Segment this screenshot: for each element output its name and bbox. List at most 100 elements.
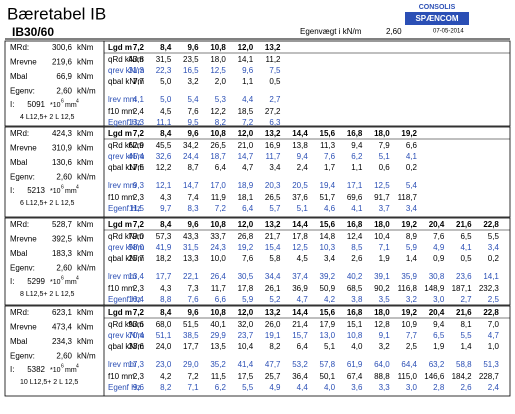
cell: 35,9 <box>401 272 417 281</box>
cell: 5,4 <box>187 95 199 104</box>
cell: 40,2 <box>347 272 363 281</box>
inertia-unit: mm <box>65 279 77 286</box>
cell: 51,7 <box>320 193 336 202</box>
cell: 7,0 <box>488 320 500 329</box>
cell: 12,5 <box>292 243 308 252</box>
cell: 2,7 <box>460 295 472 304</box>
cell: 15,4 <box>265 243 281 252</box>
prop-value: 424,3 <box>52 129 73 138</box>
cell: 24,3 <box>210 243 226 252</box>
cell: 11,7 <box>211 284 227 293</box>
length-header: 7,2 <box>133 43 145 52</box>
cell: 58,8 <box>456 360 472 369</box>
rebar: 10 L12,5+ 2 L 12,5 <box>20 379 78 386</box>
cell: 4,4 <box>297 383 309 392</box>
title: Bæretabel IB <box>7 4 106 23</box>
cell: 2,6 <box>351 254 363 263</box>
row-label: qrev kN/m <box>108 152 145 161</box>
cell: 68,5 <box>347 284 363 293</box>
cell: 10,4 <box>374 232 390 241</box>
cell: 0,9 <box>433 254 445 263</box>
cell: 26,5 <box>210 141 226 150</box>
cell: 19,1 <box>265 331 281 340</box>
cell: 22,3 <box>156 66 172 75</box>
cell: 30,8 <box>429 272 445 281</box>
cell: 12,2 <box>156 163 172 172</box>
prop-label: Mrevne <box>10 144 37 153</box>
prop-label: Mbal <box>10 158 28 167</box>
cell: 2,4 <box>133 107 145 116</box>
cell: 23,6 <box>456 272 472 281</box>
cell: 36,4 <box>292 372 308 381</box>
cell: 8,2 <box>215 118 227 127</box>
cell: 29,0 <box>183 360 199 369</box>
cell: 7,6 <box>433 232 445 241</box>
inertia-exp: 4 <box>76 98 79 104</box>
cell: 1,4 <box>460 342 472 351</box>
length-header: 15,6 <box>320 308 336 317</box>
cell: 2,7 <box>269 95 281 104</box>
cell: 4,3 <box>160 193 172 202</box>
cell: 6,4 <box>215 163 227 172</box>
row-label: Egenf Hz <box>108 118 141 127</box>
cell: 23,0 <box>156 360 172 369</box>
cell: 63,2 <box>429 360 445 369</box>
cell: 11,2 <box>266 55 282 64</box>
cell: 8,2 <box>269 342 281 351</box>
inertia-unit: *10 <box>50 102 61 109</box>
cell: 12,4 <box>347 232 363 241</box>
prop-unit: kNm <box>77 129 94 138</box>
cell: 187,1 <box>452 284 473 293</box>
cell: 2,6 <box>460 383 472 392</box>
cell: 5,7 <box>269 204 281 213</box>
row-label: qRd kN/m <box>108 320 144 329</box>
length-header: 13,2 <box>265 43 281 52</box>
length-header-label: Lgd m <box>108 220 132 229</box>
cell: 3,5 <box>379 295 391 304</box>
cell: 21,0 <box>238 141 254 150</box>
cell: 20,5 <box>292 181 308 190</box>
cell: 2,4 <box>488 383 500 392</box>
length-header: 18,0 <box>374 129 390 138</box>
cell: 10,0 <box>210 254 226 263</box>
cell: 4,7 <box>488 331 500 340</box>
cell: 34,4 <box>265 272 281 281</box>
cell: 17,0 <box>210 181 226 190</box>
cell: 2,0 <box>215 77 227 86</box>
cell: 32,0 <box>238 320 254 329</box>
cell: 7,3 <box>187 284 199 293</box>
length-header: 20,4 <box>429 220 445 229</box>
cell: 37,6 <box>292 193 308 202</box>
cell: 228,7 <box>479 372 500 381</box>
cell: 0,2 <box>488 254 500 263</box>
cell: 3,4 <box>324 254 336 263</box>
cell: 3,4 <box>406 204 418 213</box>
block-frame <box>4 305 511 397</box>
cell: 93,6 <box>128 320 144 329</box>
cell: 7,7 <box>406 331 418 340</box>
cell: 45,4 <box>128 152 144 161</box>
cell: 26,8 <box>238 232 254 241</box>
cell: 22,1 <box>183 272 199 281</box>
length-header-label: Lgd m <box>108 43 132 52</box>
weight-label: Egenvægt i kN/m <box>300 27 362 36</box>
prop-value: 2,60 <box>56 352 72 361</box>
row-label: qrev kN/m <box>108 66 145 75</box>
cell: 8,2 <box>160 383 172 392</box>
cell: 6,6 <box>406 141 418 150</box>
row-label: lrev mm <box>108 272 137 281</box>
prop-value: 392,5 <box>52 235 73 244</box>
cell: 10,4 <box>238 342 254 351</box>
length-header: 9,6 <box>187 129 199 138</box>
prop-unit: kNm <box>77 249 94 258</box>
cell: 13,5 <box>210 342 226 351</box>
cell: 26,0 <box>265 320 281 329</box>
logo-top: CONSOLIS <box>419 4 456 11</box>
block-frame <box>4 217 511 306</box>
cell: 68,0 <box>156 320 172 329</box>
cell: 184,2 <box>452 372 473 381</box>
cell: 6,4 <box>297 342 309 351</box>
prop-unit: kN/m <box>77 173 96 182</box>
cell: 64,4 <box>401 360 417 369</box>
inertia-label: I: <box>10 277 14 286</box>
